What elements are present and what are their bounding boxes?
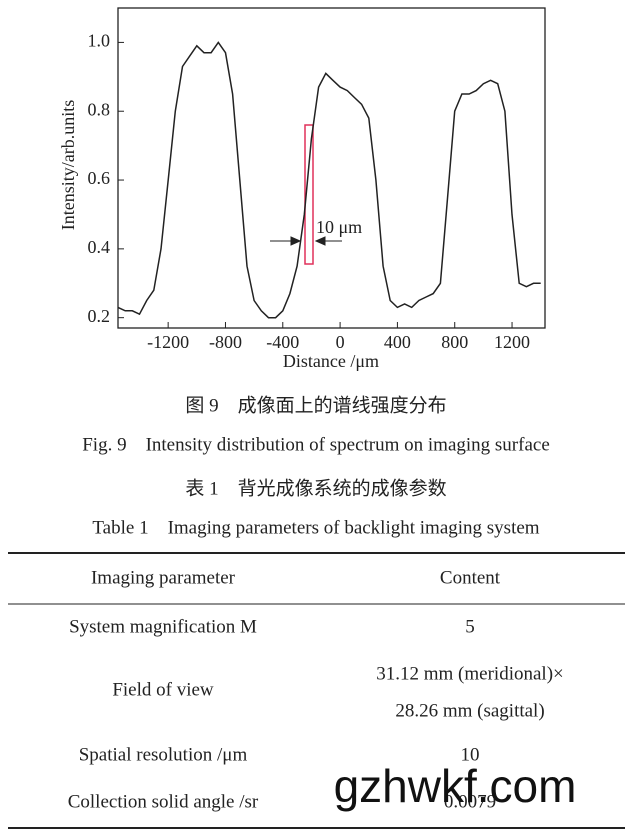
y-tick-label: 0.6 (88, 168, 111, 188)
table-title-en: Table 1 Imaging parameters of backlight … (92, 517, 539, 538)
y-axis-label: Intensity/arb.units (58, 100, 78, 230)
y-tick-label: 0.8 (88, 99, 111, 119)
table-cell: 28.26 mm (sagittal) (395, 700, 544, 721)
table-cell: 31.12 mm (meridional)× (376, 663, 564, 684)
x-tick-label: -1200 (147, 332, 189, 352)
table-header: Content (440, 567, 501, 588)
table-cell: System magnification M (69, 616, 257, 637)
table-cell: 5 (465, 616, 475, 637)
x-tick-label: -800 (209, 332, 242, 352)
figure-caption-en: Fig. 9 Intensity distribution of spectru… (82, 434, 550, 455)
y-tick-label: 0.4 (88, 237, 111, 257)
x-tick-label: 800 (441, 332, 468, 352)
x-tick-label: 400 (384, 332, 411, 352)
y-tick-label: 1.0 (88, 31, 111, 51)
table-cell: Field of view (112, 679, 214, 700)
watermark: gzhwkf.com (334, 760, 577, 812)
table-cell: Collection solid angle /sr (68, 791, 259, 812)
x-tick-label: 0 (336, 332, 345, 352)
plot-frame (117, 7, 546, 329)
annotation: 10 μm (316, 217, 362, 237)
highlight-box (304, 124, 314, 265)
table-cell: Spatial resolution /μm (79, 744, 248, 765)
figure-caption-cn: 图 9 成像面上的谱线强度分布 (185, 394, 446, 416)
table-cell: 10 (461, 744, 480, 765)
table-cell: 0.0079 (444, 791, 496, 812)
table-title-cn: 表 1 背光成像系统的成像参数 (185, 477, 446, 499)
table-header: Imaging parameter (91, 567, 236, 588)
y-tick-label: 0.2 (88, 306, 111, 326)
data-line (117, 41, 541, 319)
x-axis-label: Distance /μm (283, 351, 379, 371)
x-tick-label: -400 (266, 332, 299, 352)
annotation-arrows (270, 236, 342, 246)
x-tick-label: 1200 (494, 332, 530, 352)
